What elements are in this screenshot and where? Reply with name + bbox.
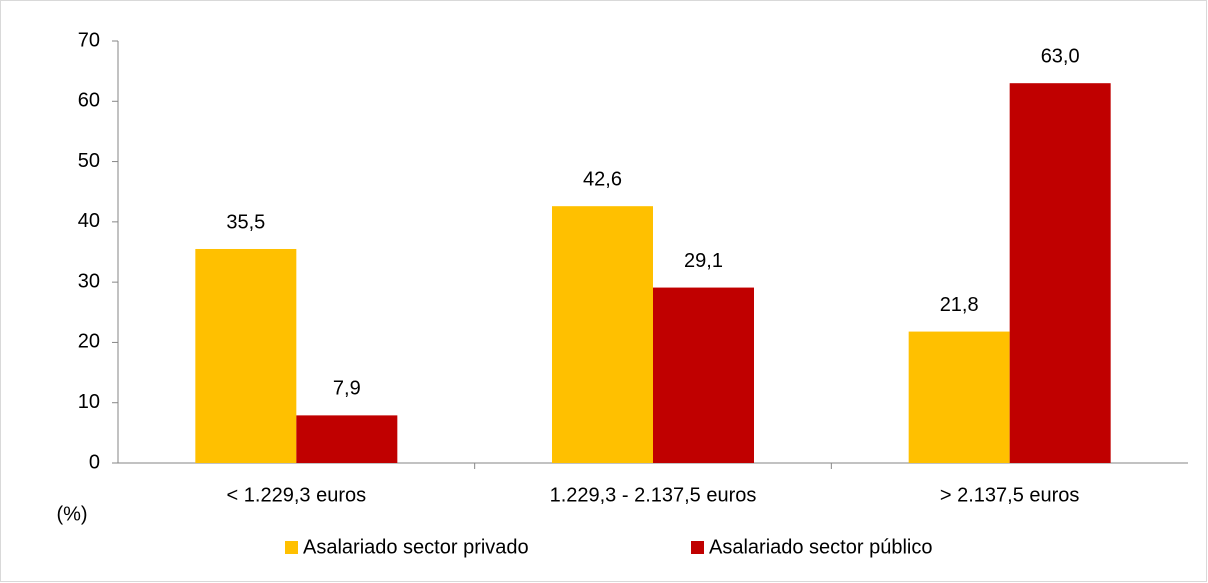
bar [195, 248, 297, 463]
data-label: 35,5 [226, 211, 265, 233]
legend-label: Asalariado sector privado [303, 536, 529, 558]
data-label: 63,0 [1041, 45, 1080, 67]
x-tick-label: < 1.229,3 euros [227, 484, 367, 506]
bar [552, 206, 653, 463]
bar [653, 287, 754, 463]
y-tick-label: 10 [78, 391, 100, 413]
data-label: 7,9 [333, 378, 361, 400]
bar [1009, 83, 1111, 463]
legend-swatch [691, 541, 704, 554]
y-tick-label: 70 [78, 29, 100, 51]
y-tick-label: 20 [78, 331, 100, 353]
data-label: 29,1 [684, 250, 723, 272]
y-tick-label: 40 [78, 210, 100, 232]
data-label: 21,8 [940, 294, 979, 316]
y-tick-label: 60 [78, 90, 100, 112]
legend-swatch [285, 541, 298, 554]
y-axis-label: (%) [56, 503, 87, 525]
y-tick-label: 30 [78, 270, 100, 292]
bar [296, 415, 398, 463]
y-tick-label: 0 [89, 451, 100, 473]
legend-label: Asalariado sector público [709, 536, 932, 558]
x-tick-label: > 2.137,5 euros [940, 484, 1080, 506]
data-label: 42,6 [583, 168, 622, 190]
y-tick-label: 50 [78, 150, 100, 172]
bar [908, 331, 1010, 463]
x-tick-label: 1.229,3 - 2.137,5 euros [550, 484, 757, 506]
